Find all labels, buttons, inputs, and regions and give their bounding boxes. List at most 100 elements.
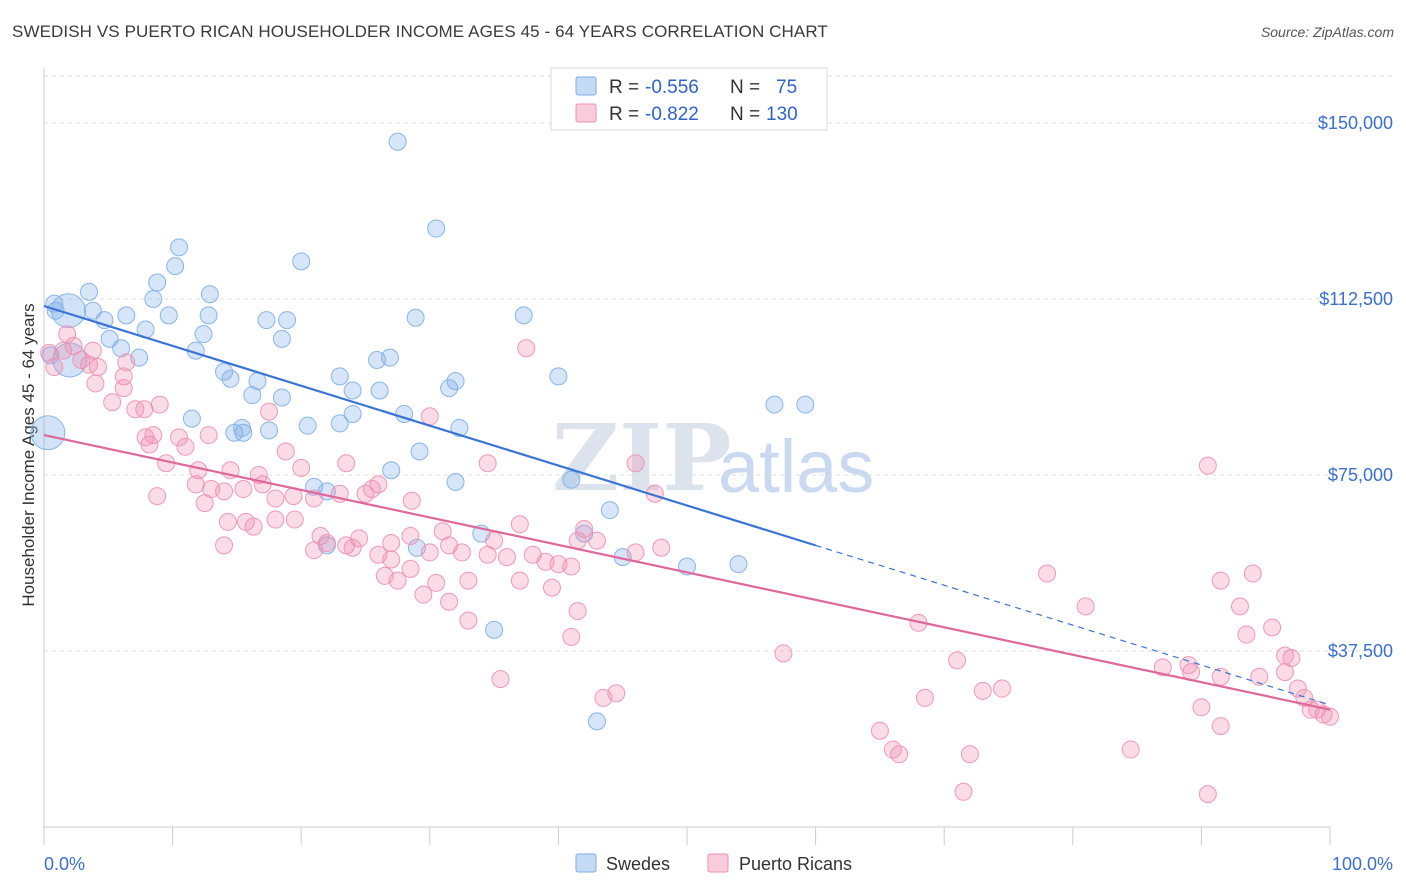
point-puerto-ricans-58 (497, 548, 516, 567)
legend-n-label-puerto-ricans: N = (730, 104, 760, 125)
point-swedes-47 (330, 414, 349, 433)
point-puerto-ricans-62 (587, 531, 606, 550)
point-swedes-36 (549, 367, 568, 386)
point-puerto-ricans-12 (114, 379, 133, 398)
point-swedes-53 (260, 421, 279, 440)
point-puerto-ricans-95 (562, 627, 581, 646)
point-swedes-69 (485, 620, 504, 639)
point-swedes-32 (215, 362, 234, 381)
point-swedes-46 (298, 416, 317, 435)
trendline-puerto-ricans (43, 433, 1331, 711)
point-swedes-52 (234, 423, 253, 442)
y-tick-label-0: $37,500 (1328, 641, 1393, 661)
point-puerto-ricans-45 (266, 510, 285, 529)
legend-r-value-swedes: -0.556 (645, 77, 699, 98)
point-puerto-ricans-73 (375, 566, 394, 585)
point-swedes-20 (514, 306, 533, 325)
point-puerto-ricans-110 (1250, 667, 1269, 686)
point-puerto-ricans-18 (144, 426, 163, 445)
point-swedes-5 (148, 273, 167, 292)
watermark-atlas: atlas (718, 425, 874, 508)
point-puerto-ricans-80 (549, 555, 568, 574)
point-puerto-ricans-111 (1263, 618, 1282, 637)
y-tick-label-1: $75,000 (1328, 465, 1393, 485)
point-puerto-ricans-19 (140, 435, 159, 454)
bottom-legend-label-swedes: Swedes (606, 854, 670, 874)
point-puerto-ricans-3 (58, 325, 77, 344)
legend-swatch-swedes (575, 76, 597, 96)
point-puerto-ricans-123 (1198, 785, 1217, 804)
point-puerto-ricans-90 (420, 407, 439, 426)
point-puerto-ricans-87 (337, 454, 356, 473)
chart-source: Source: ZipAtlas.com (1260, 24, 1394, 40)
point-puerto-ricans-46 (285, 510, 304, 529)
gridlines (44, 75, 1395, 652)
point-puerto-ricans-4 (64, 336, 83, 355)
point-puerto-ricans-93 (260, 402, 279, 421)
point-swedes-6 (144, 289, 163, 308)
point-puerto-ricans-77 (440, 592, 459, 611)
point-puerto-ricans-134 (960, 745, 979, 764)
point-swedes-57 (562, 470, 581, 489)
point-swedes-14 (159, 306, 178, 325)
point-swedes-48 (343, 404, 362, 423)
trendlines (43, 304, 1331, 711)
point-puerto-ricans-131 (870, 721, 889, 740)
point-swedes-50 (450, 419, 469, 438)
point-puerto-ricans-69 (485, 531, 504, 550)
point-puerto-ricans-132 (883, 740, 902, 759)
point-puerto-ricans-105 (1038, 564, 1057, 583)
point-puerto-ricans-79 (542, 578, 561, 597)
point-puerto-ricans-0 (40, 343, 59, 362)
point-puerto-ricans-11 (117, 353, 136, 372)
x-tick-label-max: 100.0% (1332, 854, 1393, 874)
point-puerto-ricans-49 (343, 538, 362, 557)
point-puerto-ricans-112 (1243, 564, 1262, 583)
series-swedes (30, 132, 815, 731)
point-puerto-ricans-65 (215, 536, 234, 555)
point-puerto-ricans-22 (176, 437, 195, 456)
point-puerto-ricans-121 (1121, 740, 1140, 759)
point-puerto-ricans-135 (954, 782, 973, 801)
point-puerto-ricans-82 (459, 611, 478, 630)
point-puerto-ricans-104 (993, 679, 1012, 698)
point-puerto-ricans-83 (510, 515, 529, 534)
point-swedes-30 (380, 348, 399, 367)
point-swedes-16 (199, 306, 218, 325)
point-swedes-38 (272, 388, 291, 407)
point-puerto-ricans-92 (276, 442, 295, 461)
point-swedes-41 (440, 379, 459, 398)
point-puerto-ricans-53 (420, 543, 439, 562)
point-swedes-18 (278, 311, 297, 330)
point-puerto-ricans-108 (1230, 597, 1249, 616)
point-swedes-60 (446, 473, 465, 492)
point-swedes-51 (225, 423, 244, 442)
point-puerto-ricans-39 (402, 491, 421, 510)
bottom-legend-label-puerto-ricans: Puerto Ricans (739, 854, 852, 874)
point-puerto-ricans-9 (86, 374, 105, 393)
point-puerto-ricans-91 (517, 339, 536, 358)
point-puerto-ricans-85 (626, 454, 645, 473)
point-swedes-15 (200, 285, 219, 304)
point-puerto-ricans-96 (491, 670, 510, 689)
point-puerto-ricans-7 (83, 341, 102, 360)
point-swedes-25 (112, 339, 131, 358)
point-puerto-ricans-119 (1192, 698, 1211, 717)
point-puerto-ricans-76 (414, 585, 433, 604)
y-tick-label-3: $150,000 (1318, 113, 1393, 133)
point-swedes-44 (182, 409, 201, 428)
point-puerto-ricans-1 (45, 358, 64, 377)
legend-n-value-swedes: 75 (776, 77, 797, 98)
point-swedes-0 (388, 132, 407, 151)
point-swedes-19 (406, 308, 425, 327)
y-axis-label: Householder Income Ages 45 - 64 years (19, 303, 38, 606)
point-puerto-ricans-40 (148, 487, 167, 506)
point-swedes-3 (166, 257, 185, 276)
point-puerto-ricans-41 (195, 494, 214, 513)
point-puerto-ricans-16 (150, 395, 169, 414)
point-puerto-ricans-51 (382, 534, 401, 553)
point-swedes-61 (600, 501, 619, 520)
legend-n-value-puerto-ricans: 130 (766, 104, 798, 125)
point-puerto-ricans-70 (382, 550, 401, 569)
